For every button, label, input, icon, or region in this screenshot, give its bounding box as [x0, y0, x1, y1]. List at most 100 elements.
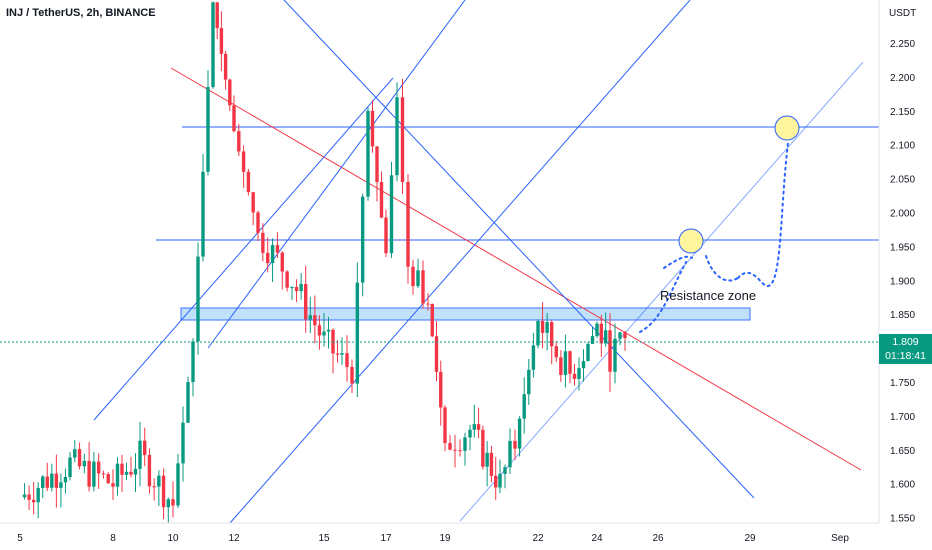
price-tick-label: 2.050 [890, 175, 915, 186]
diagonal-down-line[interactable] [283, 0, 755, 499]
time-tick-label: 19 [439, 533, 451, 544]
candle-down [143, 440, 147, 455]
candle-up [603, 330, 608, 344]
candle-down [223, 53, 228, 80]
candle-down [31, 499, 36, 503]
candle-up [211, 2, 215, 88]
candle-up [536, 320, 540, 346]
candle-up [472, 424, 476, 430]
candle-down [481, 429, 485, 467]
candle-up [595, 323, 599, 337]
candle-down [304, 283, 308, 320]
projection-line[interactable] [459, 61, 864, 522]
target-marker-lower[interactable] [678, 228, 704, 254]
price-axis-bg[interactable] [879, 0, 932, 550]
candle-down [54, 473, 59, 488]
candle-down [106, 473, 110, 484]
price-tick-label: 1.650 [890, 446, 915, 457]
candle-up [138, 440, 142, 469]
candle-up [186, 382, 190, 423]
candle-up [290, 286, 294, 288]
candle-down [313, 315, 317, 326]
candle-down [232, 105, 236, 132]
symbol-title: INJ / TetherUS, 2h, BINANCE [6, 7, 156, 19]
candle-up [270, 245, 275, 264]
current-price-badge: 1.809 01:18:41 [879, 334, 932, 364]
channel-line-c[interactable] [207, 0, 466, 349]
price-tick-label: 1.600 [890, 480, 915, 491]
candle-up [618, 332, 622, 339]
candle-down [513, 440, 517, 449]
time-axis-bg[interactable] [0, 523, 932, 550]
time-tick-label: 22 [532, 533, 544, 544]
channel-line-b[interactable] [229, 0, 691, 524]
candle-down [379, 181, 384, 218]
candle-down [261, 232, 265, 253]
candle-up [508, 440, 512, 468]
price-tick-label: 2.000 [890, 209, 915, 220]
candle-up [50, 473, 54, 488]
candle-down [120, 463, 124, 475]
candle-up [522, 394, 526, 419]
candle-down [608, 330, 612, 372]
candle-down [129, 471, 133, 475]
candle-up [586, 343, 590, 362]
candle-up [545, 322, 549, 333]
candle-down [241, 151, 246, 172]
candle-down [171, 499, 175, 506]
candle-down [219, 28, 224, 54]
trendline-red[interactable] [170, 67, 862, 471]
current-price-value: 1.809 [892, 336, 919, 348]
candle-down [489, 452, 494, 476]
candle-down [400, 97, 405, 182]
channel-line-a[interactable] [93, 77, 394, 421]
candle-down [335, 353, 340, 355]
candle-down [345, 353, 349, 367]
candle-down [152, 486, 156, 488]
candle-up [340, 353, 344, 355]
candle-up [82, 460, 87, 467]
candle-up [176, 463, 180, 506]
price-tick-label: 1.950 [890, 242, 915, 253]
candle-down [77, 449, 82, 467]
candle-up [485, 452, 489, 467]
candle-up [59, 482, 63, 488]
candle-down [494, 475, 498, 488]
candle-down [45, 476, 49, 488]
time-tick-label: 12 [228, 533, 240, 544]
candle-up [360, 196, 365, 283]
candle-down [550, 322, 554, 347]
time-tick-label: 10 [167, 533, 179, 544]
target-marker-upper[interactable] [774, 115, 800, 141]
candle-down [375, 146, 379, 182]
candle-down [554, 346, 558, 358]
candle-up [308, 315, 312, 320]
candle-down [370, 110, 375, 147]
projection-path-dotted[interactable] [639, 142, 789, 333]
bar-countdown: 01:18:41 [885, 350, 926, 362]
candle-down [430, 303, 434, 337]
candle-up [124, 471, 129, 475]
candle-up [577, 368, 581, 379]
time-tick-label: Sep [831, 533, 849, 544]
resistance-zone[interactable] [180, 307, 751, 321]
price-tick-label: 1.550 [890, 514, 915, 525]
candle-up [463, 437, 467, 451]
candle-up [73, 449, 77, 458]
time-tick-label: 5 [17, 533, 23, 544]
candle-down [294, 286, 299, 292]
candle-down [101, 473, 106, 475]
candle-up [389, 175, 394, 254]
time-tick-label: 29 [744, 533, 756, 544]
candle-down [350, 366, 354, 384]
price-tick-label: 1.900 [890, 276, 915, 287]
candle-down [453, 449, 457, 451]
candle-down [559, 357, 563, 375]
candle-down [568, 351, 572, 374]
candle-up [563, 351, 568, 375]
candle-down [275, 245, 280, 253]
candle-down [572, 373, 577, 379]
price-tick-label: 2.100 [890, 141, 915, 152]
